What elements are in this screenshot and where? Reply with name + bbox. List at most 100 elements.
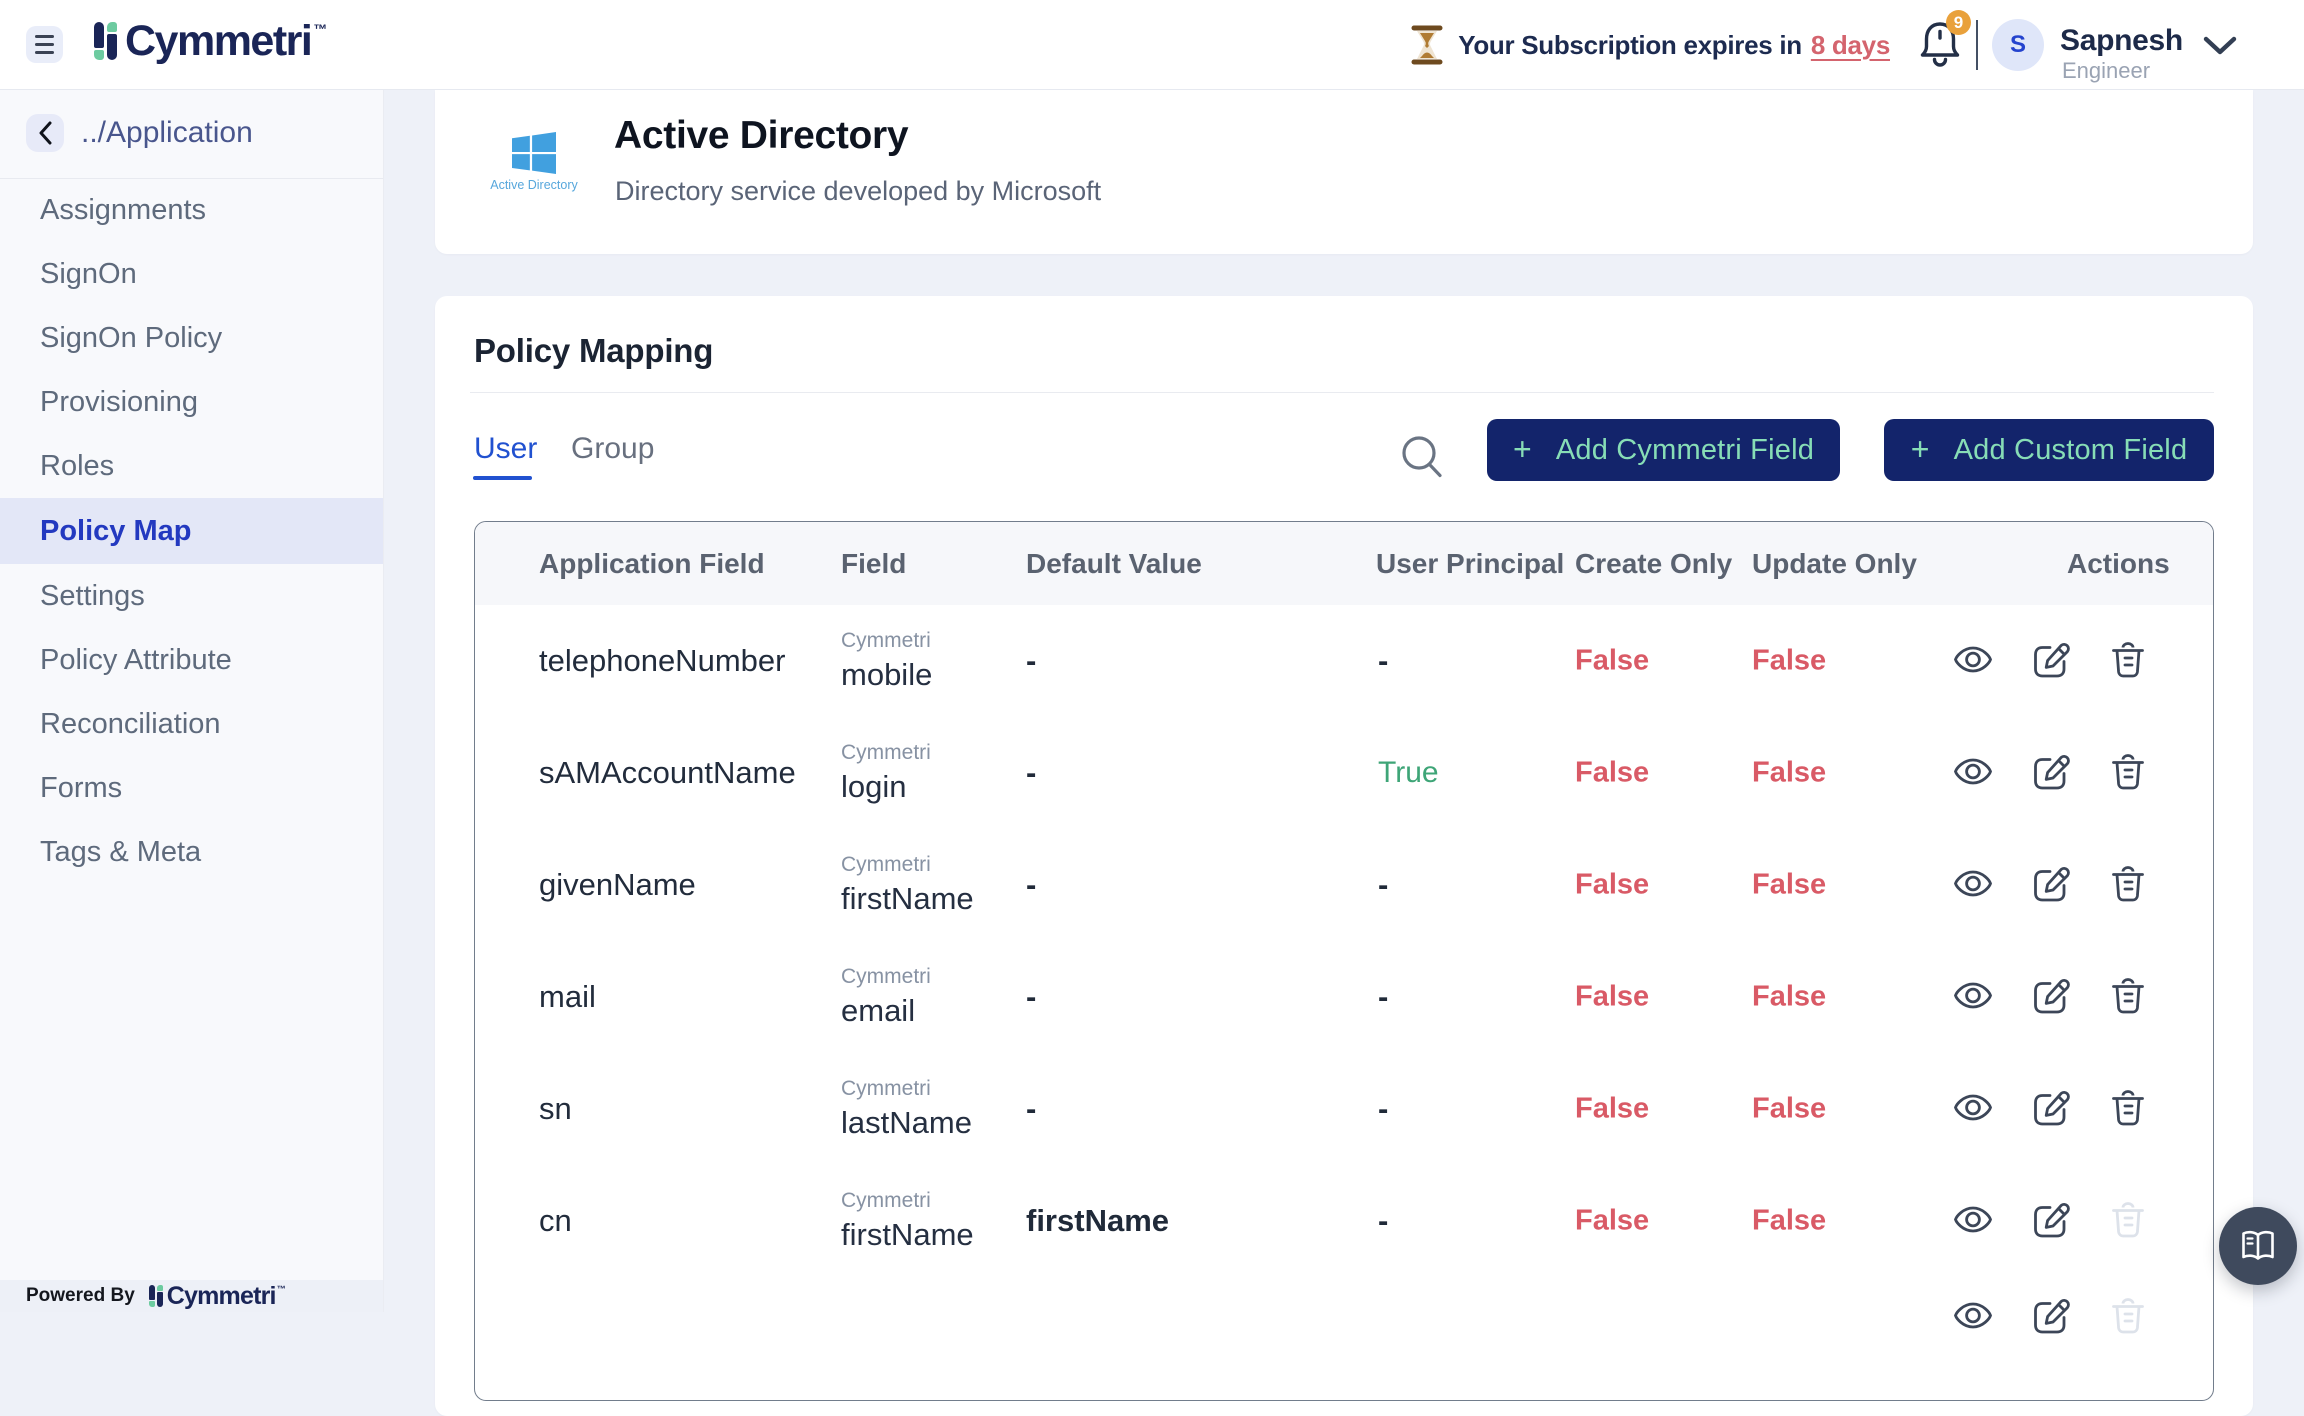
add-custom-field-button[interactable]: + Add Custom Field <box>1884 419 2214 481</box>
active-directory-logo: Active Directory <box>486 132 582 192</box>
field-source: Cymmetri <box>841 741 931 764</box>
trash-icon <box>2112 642 2144 678</box>
cymmetri-logo-icon <box>94 22 118 60</box>
sidebar-item[interactable]: Policy Attribute <box>40 644 232 676</box>
default-value: - <box>1026 979 1037 1014</box>
back-button[interactable] <box>26 114 64 152</box>
edit-button[interactable] <box>2031 641 2071 681</box>
policy-mapping-card: Policy Mapping User Group + Add Cymmetri… <box>435 296 2253 1416</box>
powered-by-bar: Powered By Cymmetri ™ <box>0 1280 383 1312</box>
edit-button[interactable] <box>2031 753 2071 793</box>
eye-icon <box>1954 870 1992 897</box>
add-cymmetri-field-button[interactable]: + Add Cymmetri Field <box>1487 419 1840 481</box>
field-cell: Cymmetri firstName <box>841 853 974 917</box>
edit-button[interactable] <box>2031 1089 2071 1129</box>
edit-button[interactable] <box>2031 1201 2071 1241</box>
create-only-value: False <box>1575 644 1650 677</box>
sidebar-divider <box>0 178 383 179</box>
field-cell: Cymmetri email <box>841 965 931 1029</box>
page-subtitle: Directory service developed by Microsoft <box>615 176 1102 206</box>
subscription-text: Your Subscription expires in 8 days <box>1458 29 1890 60</box>
view-button[interactable] <box>1953 1297 1993 1337</box>
user-principal-value: - <box>1378 1091 1389 1126</box>
help-docs-fab[interactable] <box>2219 1207 2297 1285</box>
search-button[interactable] <box>1397 425 1461 489</box>
sidebar-item[interactable]: Tags & Meta <box>40 836 202 868</box>
sidebar-item[interactable]: Reconciliation <box>40 708 221 740</box>
trash-icon <box>2112 1090 2144 1126</box>
view-button[interactable] <box>1953 1201 1993 1241</box>
eye-icon <box>1954 646 1992 673</box>
user-menu-toggle[interactable] <box>2202 35 2238 57</box>
edit-button[interactable] <box>2031 865 2071 905</box>
sidebar-item[interactable]: SignOn <box>40 258 137 290</box>
field-name: mobile <box>841 657 933 692</box>
chevron-left-icon <box>39 121 52 145</box>
view-button[interactable] <box>1953 977 1993 1017</box>
powered-by-logo: Cymmetri ™ <box>148 1284 286 1309</box>
sidebar-item[interactable]: Assignments <box>40 194 207 226</box>
field-cell: Cymmetri lastName <box>841 1077 972 1141</box>
hamburger-menu-button[interactable] <box>26 26 63 63</box>
view-button[interactable] <box>1953 865 1993 905</box>
view-button[interactable] <box>1953 753 1993 793</box>
edit-icon <box>2034 1090 2070 1126</box>
table-row: cn Cymmetri firstName firstName - False … <box>475 1165 2213 1277</box>
trash-icon <box>2112 1202 2144 1238</box>
column-header-actions: Actions <box>2067 548 2170 579</box>
policy-mapping-table: Application Field Field Default Value Us… <box>474 521 2214 1401</box>
table-row <box>475 1277 2213 1389</box>
edit-button[interactable] <box>2031 1297 2071 1337</box>
cymmetri-logo[interactable]: Cymmetri ™ <box>94 17 328 65</box>
sidebar-item[interactable]: Policy Map <box>0 498 383 564</box>
plus-icon: + <box>1512 430 1532 467</box>
sidebar-item[interactable]: Provisioning <box>40 386 198 418</box>
delete-button[interactable] <box>2109 641 2149 681</box>
edit-icon <box>2034 1298 2070 1334</box>
update-only-value: False <box>1752 1092 1827 1125</box>
edit-icon <box>2034 978 2070 1014</box>
update-only-value: False <box>1752 1204 1827 1237</box>
main-content: Active Directory Active Directory Direct… <box>385 90 2304 1416</box>
eye-icon <box>1954 1094 1992 1121</box>
column-header-update-only: Update Only <box>1752 548 1917 579</box>
sidebar-back-row: ../Application <box>0 114 383 152</box>
update-only-value: False <box>1752 868 1827 901</box>
view-button[interactable] <box>1953 1089 1993 1129</box>
column-header-application-field: Application Field <box>539 548 765 579</box>
notifications-button[interactable]: 9 <box>1918 10 1974 74</box>
field-source: Cymmetri <box>841 629 931 652</box>
create-only-value: False <box>1575 980 1650 1013</box>
sidebar-item[interactable]: Forms <box>40 772 123 804</box>
edit-button[interactable] <box>2031 977 2071 1017</box>
delete-button[interactable] <box>2109 753 2149 793</box>
view-button[interactable] <box>1953 641 1993 681</box>
column-header-create-only: Create Only <box>1575 548 1733 579</box>
sidebar-item[interactable]: Settings <box>40 580 145 612</box>
sidebar-item[interactable]: Roles <box>40 450 115 482</box>
delete-button[interactable] <box>2109 1089 2149 1129</box>
delete-button[interactable] <box>2109 865 2149 905</box>
tab-user[interactable]: User <box>473 432 537 480</box>
table-body: telephoneNumber Cymmetri mobile - - Fals… <box>475 605 2213 1389</box>
application-field-value: telephoneNumber <box>539 643 786 678</box>
delete-button[interactable] <box>2109 1201 2149 1241</box>
plus-icon: + <box>1910 430 1930 467</box>
sidebar-item[interactable]: SignOn Policy <box>40 322 223 354</box>
user-principal-value: - <box>1378 979 1389 1014</box>
breadcrumb-application[interactable]: ../Application <box>81 116 253 149</box>
cymmetri-logo-text: Cymmetri <box>125 17 313 65</box>
delete-button[interactable] <box>2109 1297 2149 1337</box>
table-header-row: Application Field Field Default Value Us… <box>475 522 2213 605</box>
create-only-value: False <box>1575 1092 1650 1125</box>
notification-count-badge: 9 <box>1946 10 1971 35</box>
edit-icon <box>2034 866 2070 902</box>
user-principal-value: - <box>1378 867 1389 902</box>
tab-group[interactable]: Group <box>571 432 655 465</box>
default-value: - <box>1026 867 1037 902</box>
delete-button[interactable] <box>2109 977 2149 1017</box>
user-avatar[interactable]: S <box>1992 19 2044 71</box>
subscription-days-link[interactable]: 8 days <box>1810 29 1890 60</box>
trademark-symbol: ™ <box>313 21 328 37</box>
top-bar: Cymmetri ™ Your Subscription expires in 8… <box>0 0 2304 90</box>
